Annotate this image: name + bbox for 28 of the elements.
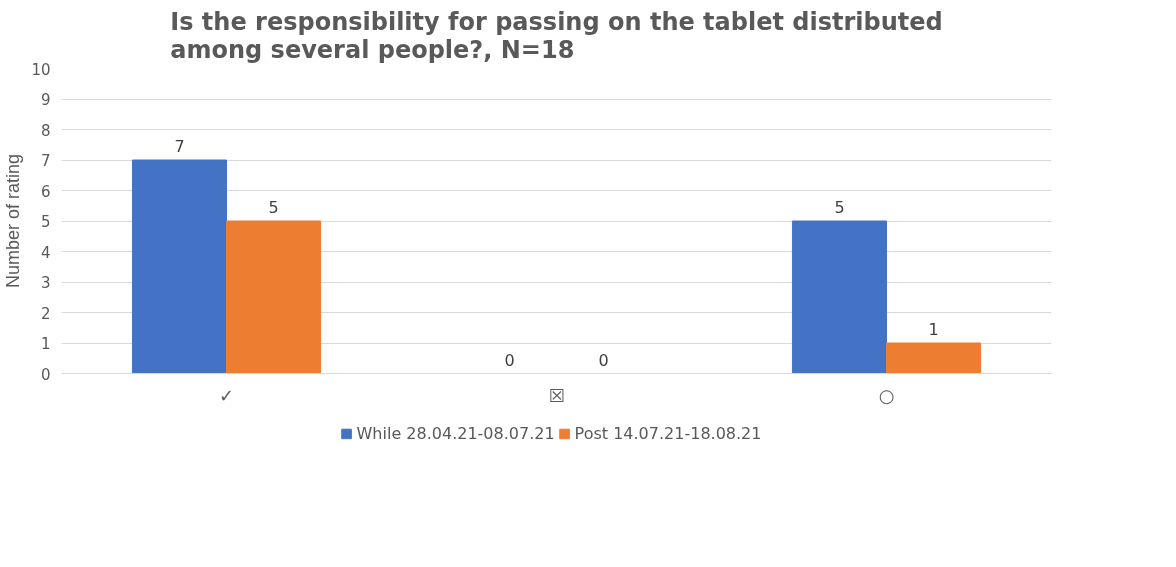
bar <box>791 220 887 374</box>
y-tick-label: 10 <box>31 60 51 79</box>
y-tick-label: 4 <box>40 243 51 262</box>
y-tick-label: 7 <box>40 152 51 170</box>
y-tick-label: 6 <box>40 182 51 201</box>
x-tick-label: ✓ <box>218 384 235 406</box>
bar <box>226 220 322 374</box>
y-tick-label: 3 <box>40 274 51 292</box>
legend-label: While 28.04.21-08.07.21 <box>356 423 555 443</box>
data-label: 0 <box>504 350 515 370</box>
x-tick-label: ☒ <box>548 384 565 406</box>
chart-title: Is the responsibility for passing on the tablet distributed among several people?, N=18 <box>170 7 943 64</box>
y-tick-label: 9 <box>40 91 51 109</box>
legend-label: Post 14.07.21-18.08.21 <box>574 423 762 443</box>
data-label: 7 <box>174 137 185 156</box>
y-tick-label: 0 <box>40 365 51 384</box>
y-tick-label: 2 <box>40 304 51 323</box>
bar <box>886 342 982 374</box>
data-label: 5 <box>834 198 845 217</box>
y-tick-label: 5 <box>40 213 51 231</box>
y-axis-title: Number of rating <box>3 153 24 289</box>
data-label: 0 <box>598 350 609 370</box>
data-label: 5 <box>268 198 279 217</box>
data-label: 1 <box>928 320 939 339</box>
y-tick-label: 8 <box>40 121 51 140</box>
y-tick-label: 1 <box>40 335 51 353</box>
x-tick-label: ○ <box>878 384 895 406</box>
bar <box>131 159 227 374</box>
